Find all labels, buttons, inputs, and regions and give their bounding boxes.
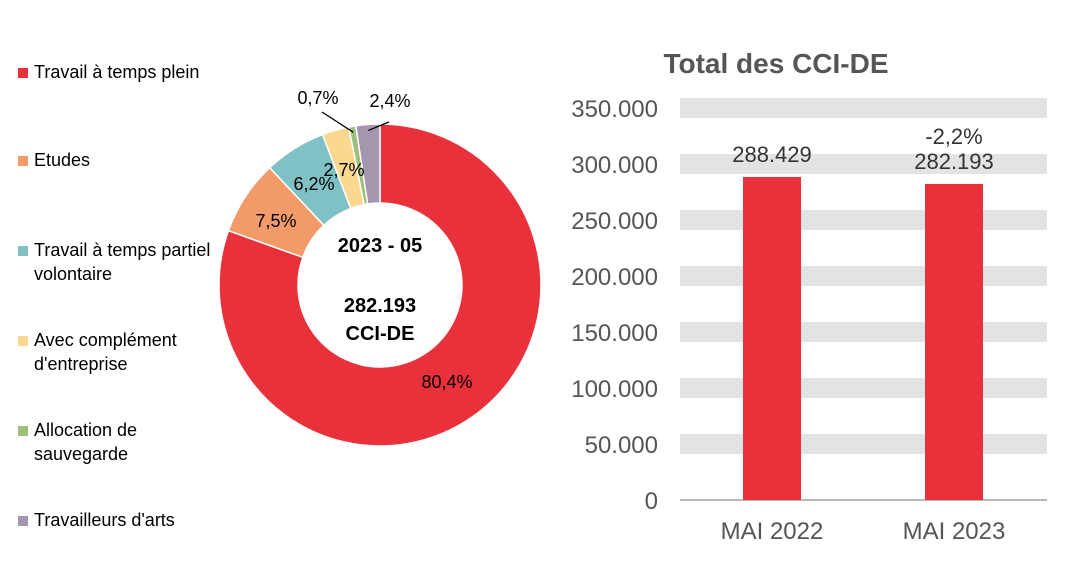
bar-value-label: 288.429 [732,142,812,167]
legend-swatch [18,156,28,166]
bar [743,176,801,500]
legend-label: Travailleurs d'arts [34,510,175,530]
donut-center-text: 282.193 [344,295,416,317]
legend-label: Travail à temps partiel volontaire [34,240,211,284]
grid-band [680,266,1047,286]
legend-swatch [18,426,28,436]
slice-value-label: 2,4% [369,91,410,111]
slice-value-label: 0,7% [297,88,338,108]
y-tick-label: 250.000 [571,208,658,235]
legend-label: Avec complément d'entreprise [34,330,177,374]
leader-line [321,111,354,133]
slice-value-label: 2,7% [323,160,364,180]
x-tick-label: MAI 2023 [903,518,1006,545]
bar-value-label: 282.193 [914,149,994,174]
legend-swatch [18,336,28,346]
leader-line [368,121,390,132]
legend-label: Travail à temps plein [34,62,200,82]
grid-band [680,378,1047,398]
donut-center-text: 2023 - 05 [338,235,423,257]
legend-swatch [18,516,28,526]
donut-chart: 80,4% 7,5% 6,2%2,7% 0,7% 2,4% 2023 - 05 282.19… [218,88,542,447]
chart-title: Total des CCI-DE [663,48,888,79]
y-tick-label: 350.000 [571,96,658,123]
legend-label: Allocation de sauvegarde [34,420,138,464]
slice-value-label: 6,2% [293,174,334,194]
legend-label: Etudes [34,150,91,170]
y-tick-label: 150.000 [571,320,658,347]
y-tick-label: 100.000 [571,376,658,403]
pie-slice [218,123,542,447]
grid-band [680,434,1047,454]
grid-band [680,154,1047,174]
bar-chart: Total des CCI-DE 0 50.000 100.000 150.000 200… [571,48,1047,545]
pie-slice [354,123,381,205]
legend-swatch [18,68,28,78]
y-tick-label: 50.000 [585,432,658,459]
grid-band [680,210,1047,230]
y-tick-label: 200.000 [571,264,658,291]
legend-swatch [18,246,28,256]
grid-band [680,322,1047,342]
x-tick-label: MAI 2022 [721,518,824,545]
y-tick-label: 300.000 [571,152,658,179]
bar-change-label: -2,2% [925,124,982,149]
y-tick-label: 0 [645,488,658,515]
slice-value-label: 7,5% [255,211,296,231]
donut-center-text: CCI-DE [346,323,415,345]
slice-value-label: 80,4% [421,372,472,392]
grid-band [680,98,1047,118]
bar [925,183,983,500]
